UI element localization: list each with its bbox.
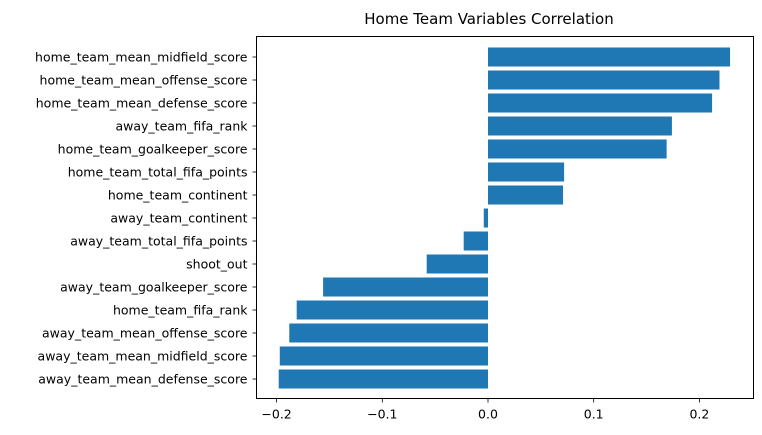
y-tick-label: away_team_mean_midfield_score [38, 349, 248, 364]
bars-group [278, 47, 731, 389]
bar-home_team_mean_defense_score [488, 93, 713, 113]
x-axis-ticks: −0.2 −0.1 0.0 0.1 0.2 [261, 398, 709, 422]
bar-home_team_mean_offense_score [488, 70, 720, 90]
y-tick-label: home_team_mean_defense_score [36, 96, 248, 111]
y-tick-label: home_team_mean_offense_score [40, 73, 248, 88]
x-tick-label: −0.1 [367, 407, 397, 422]
bar-home_team_continent [488, 185, 564, 205]
bar-away_team_mean_midfield_score [279, 346, 488, 366]
bar-away_team_mean_offense_score [289, 323, 488, 343]
x-tick-label: −0.2 [261, 407, 291, 422]
y-tick-label: away_team_mean_defense_score [38, 372, 248, 387]
bar-away_team_continent [483, 208, 488, 228]
bar-away_team_mean_defense_score [278, 369, 488, 389]
y-tick-label: away_team_fifa_rank [115, 119, 248, 134]
bar-away_team_fifa_rank [488, 116, 672, 136]
bar-home_team_mean_midfield_score [488, 47, 731, 67]
y-tick-label: home_team_continent [108, 188, 248, 203]
x-tick-label: 0.0 [478, 407, 498, 422]
plot-frame [256, 36, 754, 399]
y-tick-label: shoot_out [186, 257, 247, 272]
y-tick-label: away_team_mean_offense_score [42, 326, 248, 341]
y-axis-ticks: home_team_mean_midfield_score home_team_m… [35, 50, 257, 387]
y-tick-label: home_team_goalkeeper_score [58, 142, 248, 157]
bar-away_team_goalkeeper_score [323, 277, 488, 297]
bar-shoot_out [426, 254, 488, 274]
bar-home_team_fifa_rank [296, 300, 488, 320]
bar-home_team_goalkeeper_score [488, 139, 667, 159]
y-tick-label: home_team_fifa_rank [113, 303, 248, 318]
y-tick-label: away_team_total_fifa_points [70, 234, 247, 249]
y-tick-label: home_team_total_fifa_points [68, 165, 248, 180]
x-tick-label: 0.2 [689, 407, 709, 422]
bar-away_team_total_fifa_points [463, 231, 488, 251]
x-tick-label: 0.1 [584, 407, 604, 422]
y-tick-label: away_team_goalkeeper_score [60, 280, 248, 295]
y-tick-label: away_team_continent [110, 211, 247, 226]
chart-title: Home Team Variables Correlation [364, 10, 614, 28]
bar-home_team_total_fifa_points [488, 162, 565, 182]
y-tick-label: home_team_mean_midfield_score [35, 50, 248, 65]
